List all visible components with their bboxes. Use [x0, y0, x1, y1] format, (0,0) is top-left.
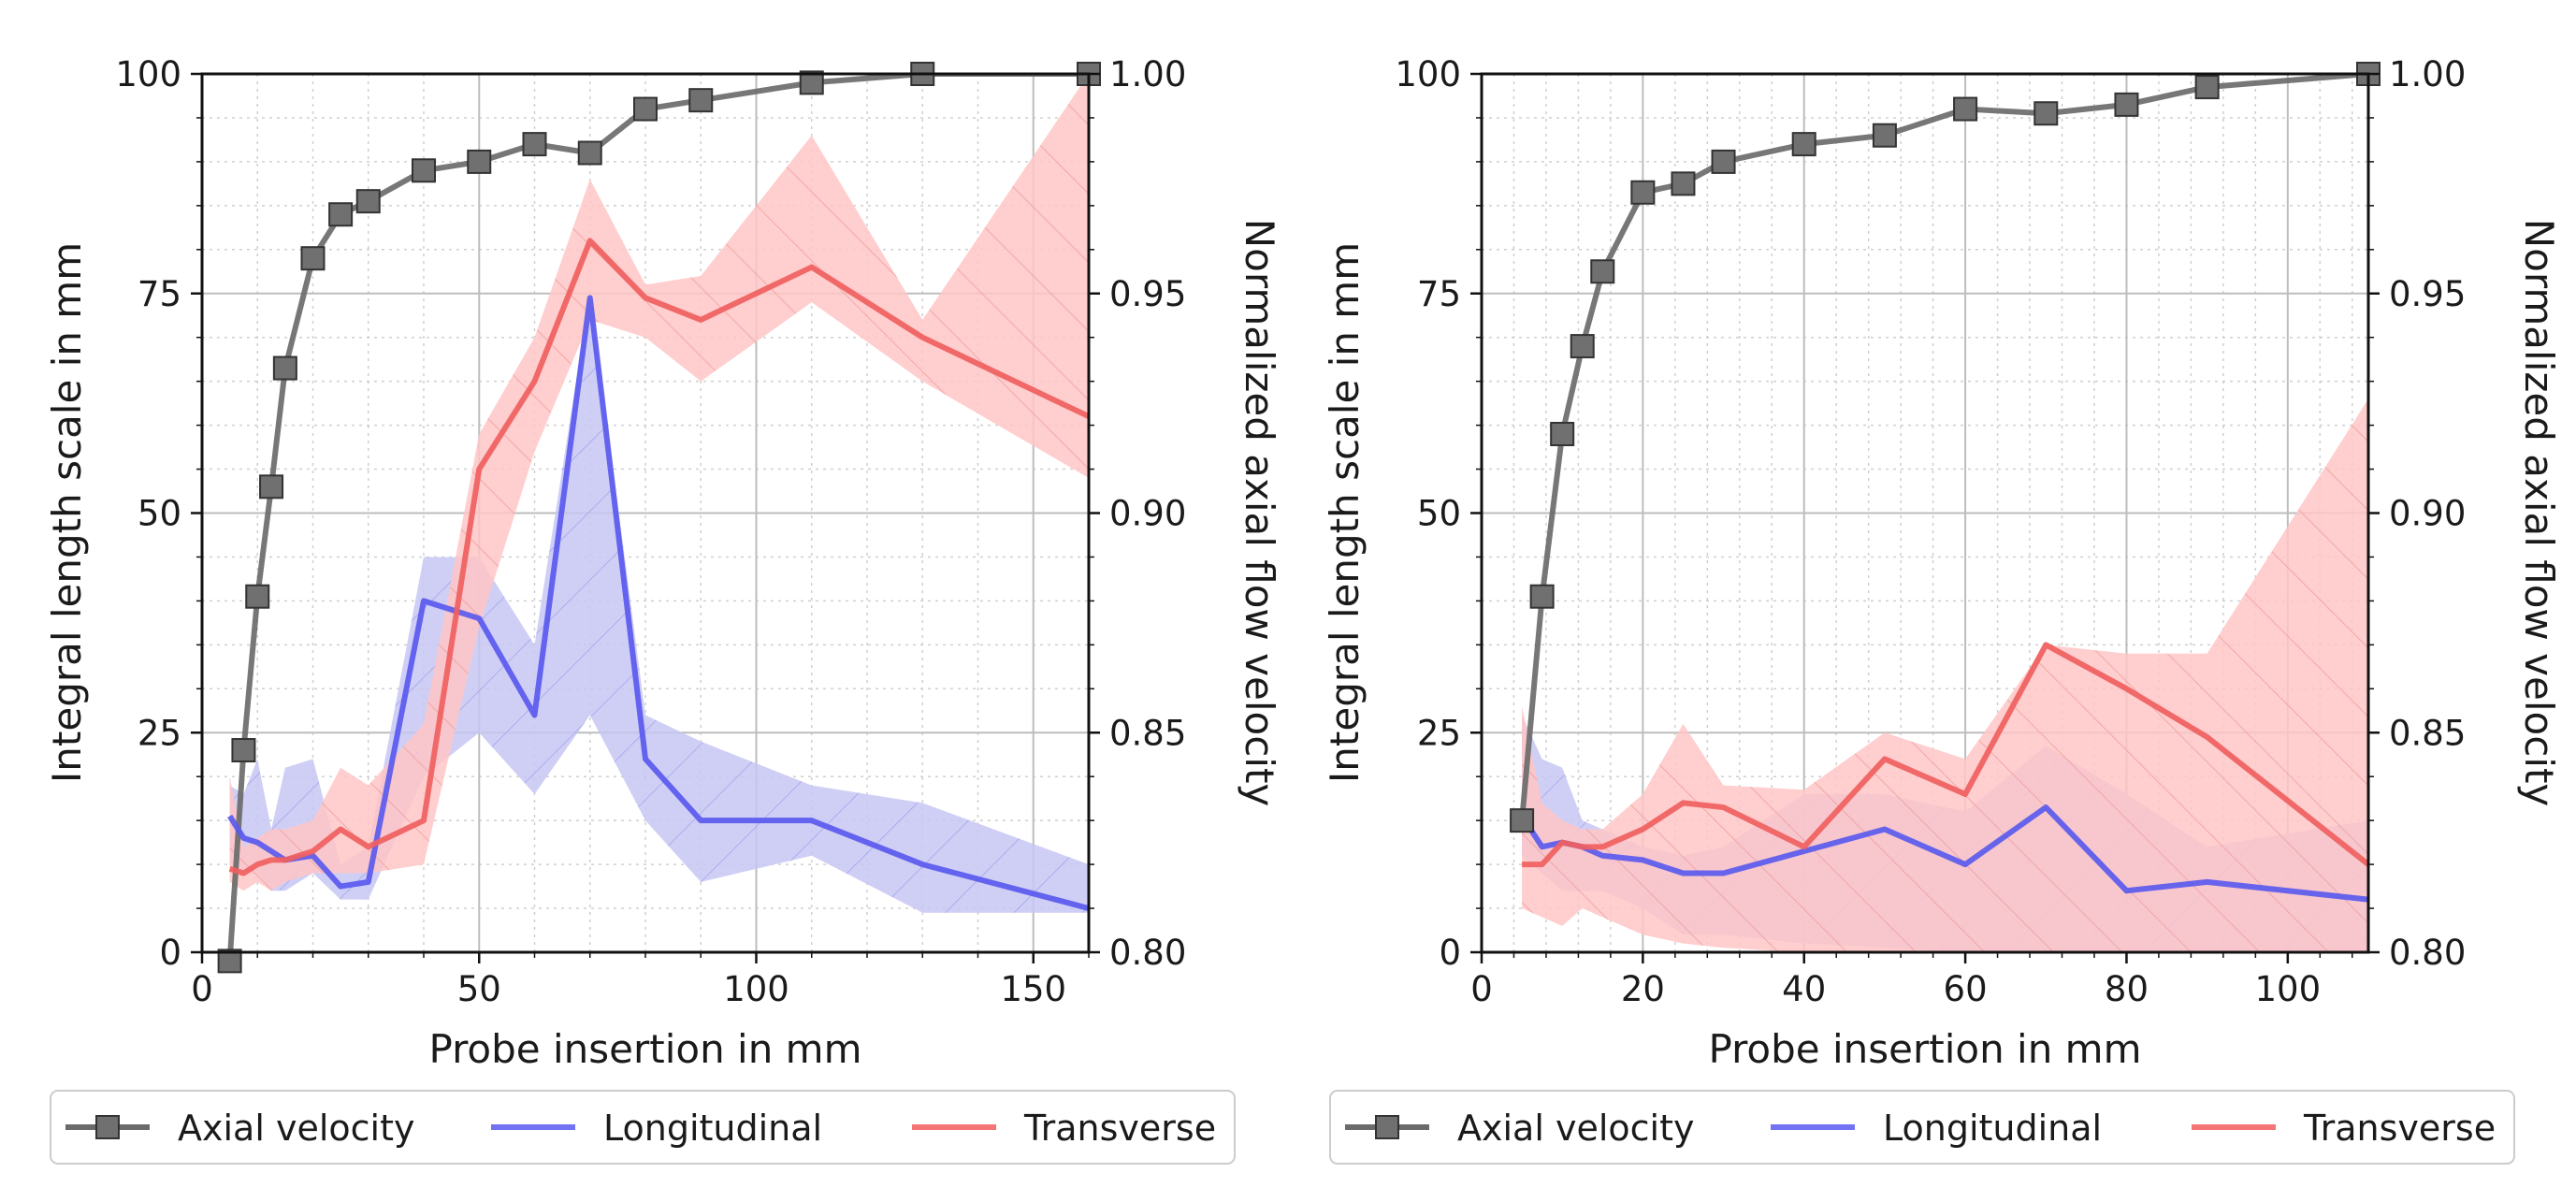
band-hatch-transverse	[1522, 398, 2368, 952]
y-tick-label: 0	[1439, 933, 1461, 973]
data-point-axial-velocity	[1550, 421, 1575, 446]
y-tick-label: 75	[137, 274, 181, 314]
data-point-axial-velocity	[2114, 92, 2139, 117]
chart-panel-right: 0 20 40 60 80 100 0 25 50 75 100 0.80 0.85 0.90 0.95 1.…	[1322, 54, 2562, 1165]
data-point-axial-velocity	[1630, 180, 1656, 205]
x-tick-label: 60	[1944, 969, 1988, 1009]
series-line-transverse	[228, 238, 1089, 876]
y2-tick-label: 0.80	[2389, 933, 2466, 973]
series-line-transverse	[1522, 642, 2368, 868]
data-point-axial-velocity	[1791, 132, 1816, 157]
legend-box-left	[50, 1090, 1236, 1165]
y2-tick-label: 0.95	[1109, 274, 1186, 314]
x-axis-title-right: Probe insertion in mm	[1708, 1026, 2141, 1072]
legend-marker-axial-left	[95, 1115, 120, 1139]
legend-label-transverse-right: Transverse	[2303, 1108, 2496, 1149]
legend-right: Axial velocity Longitudinal Transverse	[1329, 1090, 2515, 1165]
y2-tick-label: 0.95	[2389, 274, 2466, 314]
data-point-axial-velocity	[231, 738, 256, 763]
y-tick-label: 25	[137, 713, 181, 753]
data-point-axial-velocity	[272, 355, 297, 381]
y-tick-label: 50	[1417, 494, 1461, 534]
bands-right	[1522, 398, 2368, 952]
data-point-axial-velocity	[577, 140, 602, 166]
data-point-axial-velocity	[2194, 75, 2220, 100]
data-point-axial-velocity	[1711, 149, 1736, 174]
y-tick-label: 25	[1417, 713, 1461, 753]
y2-axis-title-left: Normalized axial flow velocity	[1237, 219, 1282, 807]
legend-left: Axial velocity Longitudinal Transverse	[50, 1090, 1236, 1165]
legend-label-transverse-left: Transverse	[1023, 1108, 1216, 1149]
x-tick-label: 50	[457, 969, 501, 1009]
data-point-axial-velocity	[1671, 171, 1696, 196]
y2-axis-title-right: Normalized axial flow velocity	[2516, 219, 2562, 807]
y-tick-label: 0	[159, 933, 181, 973]
x-tick-label: 100	[2255, 969, 2322, 1009]
data-point-axial-velocity	[2033, 101, 2059, 126]
y-tick-label: 100	[1395, 54, 1461, 94]
x-tick-label: 80	[2105, 969, 2149, 1009]
y2-tick-label: 1.00	[2389, 54, 2466, 94]
data-point-axial-velocity	[245, 584, 270, 609]
legend-label-longitudinal-right: Longitudinal	[1883, 1108, 2102, 1149]
data-point-axial-velocity	[259, 474, 284, 500]
x-tick-label: 20	[1621, 969, 1665, 1009]
x-axis-title-left: Probe insertion in mm	[428, 1026, 861, 1072]
data-point-axial-velocity	[522, 132, 547, 157]
data-point-axial-velocity	[412, 158, 436, 183]
legend-box-right	[1329, 1090, 2515, 1165]
y2-tick-label: 0.90	[2389, 494, 2466, 534]
data-point-axial-velocity	[1953, 96, 1978, 122]
x-tick-label: 150	[1000, 969, 1066, 1009]
legend-marker-axial-right	[1375, 1115, 1399, 1139]
data-point-axial-velocity	[1872, 123, 1897, 148]
y-tick-label: 50	[137, 494, 181, 534]
y-tick-label: 100	[115, 54, 181, 94]
data-point-axial-velocity	[688, 88, 714, 113]
y2-tick-label: 0.85	[1109, 713, 1186, 753]
y-axis-title-right: Integral length scale in mm	[1322, 242, 1368, 783]
legend-label-axial-right: Axial velocity	[1457, 1108, 1694, 1149]
y-tick-label: 75	[1417, 274, 1461, 314]
x-tick-label: 0	[1470, 969, 1493, 1009]
chart-panel-left: 0 50 100 15002550751000.800.850.900.951.00 …	[44, 54, 1282, 1165]
data-point-axial-velocity	[1570, 334, 1595, 359]
ticks-right: 0 20 40 60 80 100 0 25 50 75 100 0.80 0.85 0.90 0.95 1.…	[1395, 54, 2466, 1009]
y2-tick-label: 0.85	[2389, 713, 2466, 753]
data-point-axial-velocity	[1590, 259, 1615, 284]
y2-tick-label: 0.90	[1109, 494, 1186, 534]
x-tick-label: 100	[723, 969, 789, 1009]
data-point-axial-velocity	[300, 246, 326, 271]
data-point-axial-velocity	[355, 189, 381, 214]
markers-right	[1510, 62, 2381, 833]
data-point-axial-velocity	[328, 202, 354, 227]
legend-label-longitudinal-left: Longitudinal	[603, 1108, 822, 1149]
legend-label-axial-left: Axial velocity	[178, 1108, 414, 1149]
x-tick-label: 0	[191, 969, 213, 1009]
data-point-axial-velocity	[467, 149, 492, 174]
y-axis-title-left: Integral length scale in mm	[44, 242, 90, 783]
data-point-axial-velocity	[1529, 584, 1555, 609]
series-line-longitudinal	[227, 295, 1089, 911]
x-tick-label: 40	[1782, 969, 1826, 1009]
data-point-axial-velocity	[1510, 808, 1535, 833]
y2-tick-label: 1.00	[1109, 54, 1186, 94]
data-point-axial-velocity	[633, 96, 658, 122]
ticks-left: 0 50 100 150 0 25 50 75 100 0.80 0.85 0.90 0.95 1.00	[115, 54, 1186, 1009]
y2-tick-label: 0.80	[1109, 933, 1186, 973]
